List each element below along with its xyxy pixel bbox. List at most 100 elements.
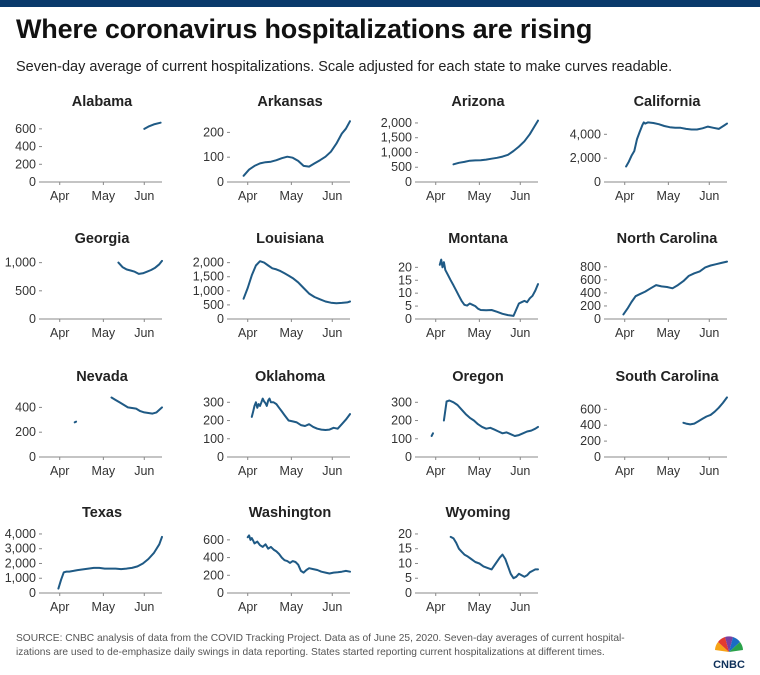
series-line [449,535,539,580]
x-tick-label: Jun [134,464,154,478]
y-tick-label: 200 [15,425,36,439]
x-tick-label: Jun [699,326,719,340]
x-tick-label: Apr [50,189,69,203]
chart-panel-south-carolina: South Carolina 0 200 400 600 Apr May Jun [567,367,737,479]
series-line [143,121,162,130]
x-tick-label: May [657,189,681,203]
y-tick-label: 600 [203,533,224,547]
x-tick-label: Apr [238,464,257,478]
y-tick-label: 4,000 [5,527,36,541]
x-tick-label: Apr [426,326,445,340]
y-tick-label: 400 [580,286,601,300]
y-tick-label: 0 [29,312,36,326]
x-tick-label: Jun [134,326,154,340]
y-tick-label: 15 [398,542,412,556]
chart-panel-wyoming: Wyoming 0 5 10 15 20 Apr May Jun [378,503,548,615]
y-tick-label: 2,000 [381,116,412,130]
x-tick-label: Jun [699,189,719,203]
x-tick-label: May [280,464,304,478]
y-tick-label: 10 [398,556,412,570]
y-tick-label: 1,500 [193,270,224,284]
y-tick-label: 200 [15,157,36,171]
y-tick-label: 0 [594,450,601,464]
series-line [452,119,539,166]
x-tick-label: May [657,464,681,478]
x-tick-label: Apr [615,326,634,340]
chart-svg: Oregon 0 100 200 300 Apr May Jun [391,369,539,478]
series-line [438,258,539,317]
y-tick-label: 1,000 [193,284,224,298]
y-tick-label: 200 [203,568,224,582]
page-title: Where coronavirus hospitalizations are r… [16,14,593,44]
y-tick-label: 2,000 [5,556,36,570]
page-subtitle: Seven-day average of current hospitaliza… [16,59,673,75]
x-tick-label: May [468,189,492,203]
y-tick-label: 400 [580,418,601,432]
source-line-1: SOURCE: CNBC analysis of data from the C… [16,633,625,644]
y-tick-label: 2,000 [570,151,601,165]
source-note: SOURCE: CNBC analysis of data from the C… [16,632,696,659]
chart-svg: Washington 0 200 400 600 Apr May Jun [203,505,351,614]
x-tick-label: Apr [238,189,257,203]
y-tick-label: 300 [391,395,412,409]
chart-title: Nevada [76,369,129,385]
series-line [110,396,163,415]
y-tick-label: 600 [580,273,601,287]
y-tick-label: 400 [15,140,36,154]
series-line [242,260,351,305]
series-line [442,399,539,437]
chart-svg: Georgia 0 500 1,000 Apr May Jun [5,231,163,340]
x-tick-label: Jun [322,464,342,478]
y-tick-label: 800 [580,260,601,274]
chart-panel-georgia: Georgia 0 500 1,000 Apr May Jun [2,229,172,341]
x-tick-label: May [280,600,304,614]
y-tick-label: 100 [203,432,224,446]
y-tick-label: 500 [203,298,224,312]
x-tick-label: May [468,326,492,340]
x-tick-label: May [280,189,304,203]
y-tick-label: 0 [29,175,36,189]
chart-title: Louisiana [256,231,325,247]
y-tick-label: 10 [398,286,412,300]
y-tick-label: 600 [15,122,36,136]
chart-panel-oregon: Oregon 0 100 200 300 Apr May Jun [378,367,548,479]
chart-title: Georgia [75,231,131,247]
chart-title: North Carolina [617,231,719,247]
x-tick-label: Apr [426,464,445,478]
y-tick-label: 200 [203,125,224,139]
chart-title: Montana [448,231,509,247]
y-tick-label: 2,000 [193,256,224,270]
x-tick-label: Jun [134,189,154,203]
peacock-icon [715,636,743,652]
chart-title: Alabama [72,94,133,110]
series-line [622,260,728,316]
y-tick-label: 500 [391,160,412,174]
chart-title: Wyoming [446,505,511,521]
series-line [117,259,163,275]
y-tick-label: 0 [405,450,412,464]
chart-title: Arkansas [257,94,322,110]
chart-title: Washington [249,505,331,521]
chart-panel-california: California 0 2,000 4,000 Apr May Jun [567,92,737,204]
series-line [57,535,163,590]
x-tick-label: May [468,464,492,478]
y-tick-label: 0 [217,450,224,464]
chart-title: Arizona [451,94,505,110]
series-line [246,534,351,575]
chart-panel-alabama: Alabama 0 200 400 600 Apr May Jun [2,92,172,204]
x-tick-label: Jun [510,464,530,478]
chart-svg: Alabama 0 200 400 600 Apr May Jun [15,94,162,203]
chart-panel-oklahoma: Oklahoma 0 100 200 300 Apr May Jun [190,367,360,479]
y-tick-label: 1,000 [5,571,36,585]
chart-title: South Carolina [615,369,719,385]
x-tick-label: Jun [322,600,342,614]
x-tick-label: May [468,600,492,614]
x-tick-label: Jun [134,600,154,614]
x-tick-label: Apr [50,600,69,614]
y-tick-label: 3,000 [5,542,36,556]
chart-panel-arkansas: Arkansas 0 100 200 Apr May Jun [190,92,360,204]
